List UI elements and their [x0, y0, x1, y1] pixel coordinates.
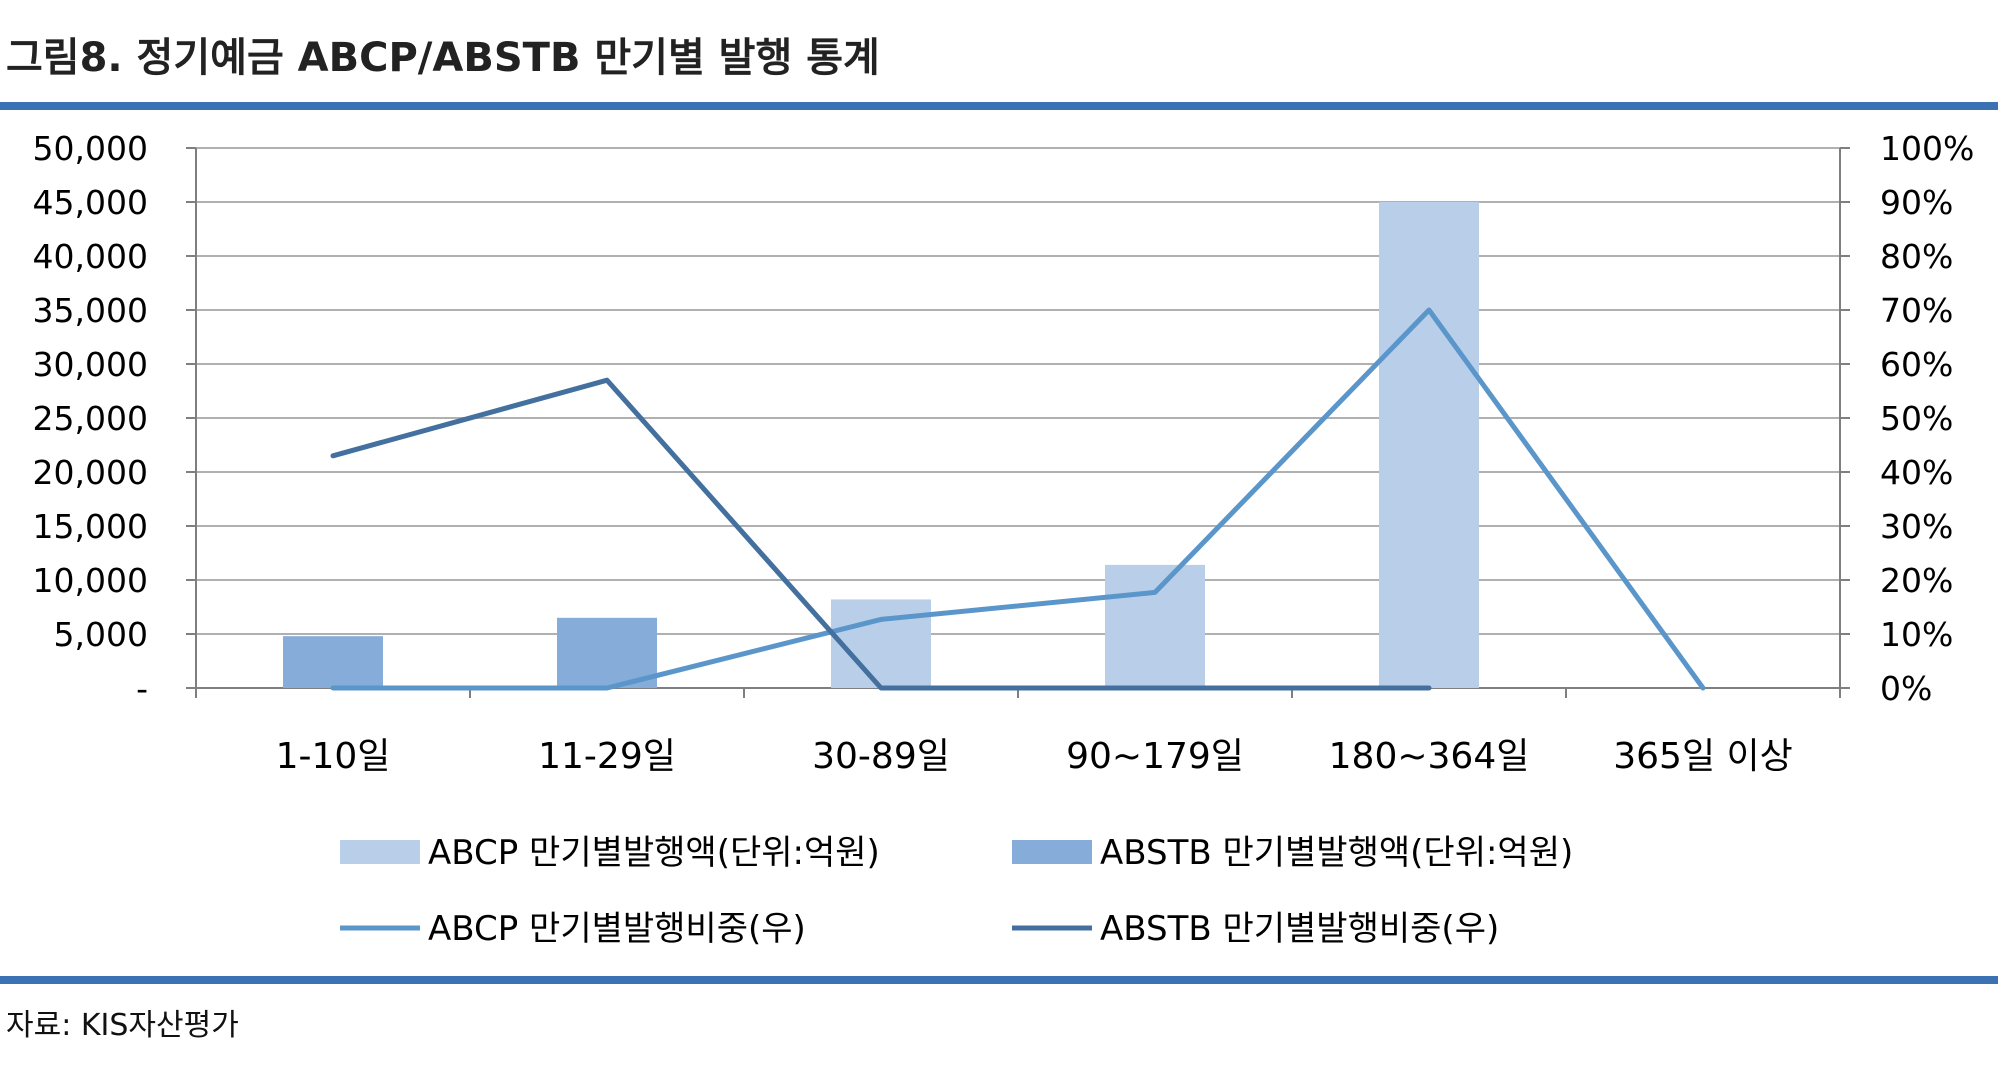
top-rule: [0, 102, 1998, 110]
y-left-tick-label: 5,000: [54, 615, 148, 654]
x-category-label: 30-89일: [812, 736, 950, 777]
source-note: 자료: KIS자산평가: [6, 1008, 239, 1043]
y-right-tick-label: 60%: [1880, 345, 1953, 384]
y-left-tick-label: 50,000: [33, 129, 148, 168]
legend-abcp-bar-swatch: [340, 840, 420, 864]
x-category-labels: 1-10일 11-29일 30-89일 90~179일 180~364일 365일 이상: [276, 736, 1793, 777]
y-right-tick-label: 70%: [1880, 291, 1953, 330]
y-right-tick-label: 90%: [1880, 183, 1953, 222]
y-right-tick-label: 0%: [1880, 669, 1932, 708]
lines: [330, 307, 1706, 691]
x-category-label: 365일 이상: [1613, 736, 1793, 777]
chart: - 5,000 10,000 15,000 20,000 25,000 30,000 35,0…: [33, 129, 1975, 949]
y-left-tick-label: 15,000: [33, 507, 148, 546]
y-left-tick-label: 30,000: [33, 345, 148, 384]
legend: ABCP 만기별발행액(단위:억원) ABSTB 만기별발행액(단위:억원) ABC…: [340, 833, 1573, 949]
x-category-label: 11-29일: [538, 736, 676, 777]
abstb-line: [330, 377, 1432, 691]
abstb-bar: [557, 617, 657, 688]
abcp-bar: [1379, 202, 1479, 688]
axes: [186, 147, 1850, 698]
x-category-label: 1-10일: [276, 736, 391, 777]
abcp-line: [330, 307, 1706, 691]
y-left-tick-label: 20,000: [33, 453, 148, 492]
y-left-tick-label: 40,000: [33, 237, 148, 276]
y-right-tick-label: 80%: [1880, 237, 1953, 276]
y-left-tick-label: -: [136, 669, 148, 708]
x-category-label: 180~364일: [1329, 736, 1530, 777]
legend-abcp-bar-label: ABCP 만기별발행액(단위:억원): [428, 833, 880, 873]
y-left-tick-label: 10,000: [33, 561, 148, 600]
abcp-bar: [1105, 564, 1205, 688]
y-right-tick-label: 10%: [1880, 615, 1953, 654]
y-right-tick-label: 100%: [1880, 129, 1974, 168]
legend-abstb-bar-label: ABSTB 만기별발행액(단위:억원): [1100, 833, 1573, 873]
y-right-ticks: 0% 10% 20% 30% 40% 50% 60% 70% 80% 90% 100%: [1880, 129, 1974, 708]
x-category-label: 90~179일: [1066, 736, 1244, 777]
gridlines: [196, 147, 1840, 635]
y-left-tick-label: 45,000: [33, 183, 148, 222]
legend-abstb-line-label: ABSTB 만기별발행비중(우): [1100, 909, 1499, 949]
bottom-rule: [0, 976, 1998, 984]
abcp-bar: [831, 599, 931, 688]
y-right-tick-label: 30%: [1880, 507, 1953, 546]
y-left-tick-label: 35,000: [33, 291, 148, 330]
figure-title: 그림8. 정기예금 ABCP/ABSTB 만기별 발행 통계: [6, 35, 880, 81]
legend-abcp-line-label: ABCP 만기별발행비중(우): [428, 909, 806, 949]
bars: [283, 202, 1479, 688]
y-left-tick-label: 25,000: [33, 399, 148, 438]
y-left-ticks: - 5,000 10,000 15,000 20,000 25,000 30,000 35,0…: [33, 129, 148, 708]
y-right-tick-label: 40%: [1880, 453, 1953, 492]
legend-abstb-bar-swatch: [1012, 840, 1092, 864]
y-right-tick-label: 20%: [1880, 561, 1953, 600]
y-right-tick-label: 50%: [1880, 399, 1953, 438]
abstb-bar: [283, 636, 383, 688]
